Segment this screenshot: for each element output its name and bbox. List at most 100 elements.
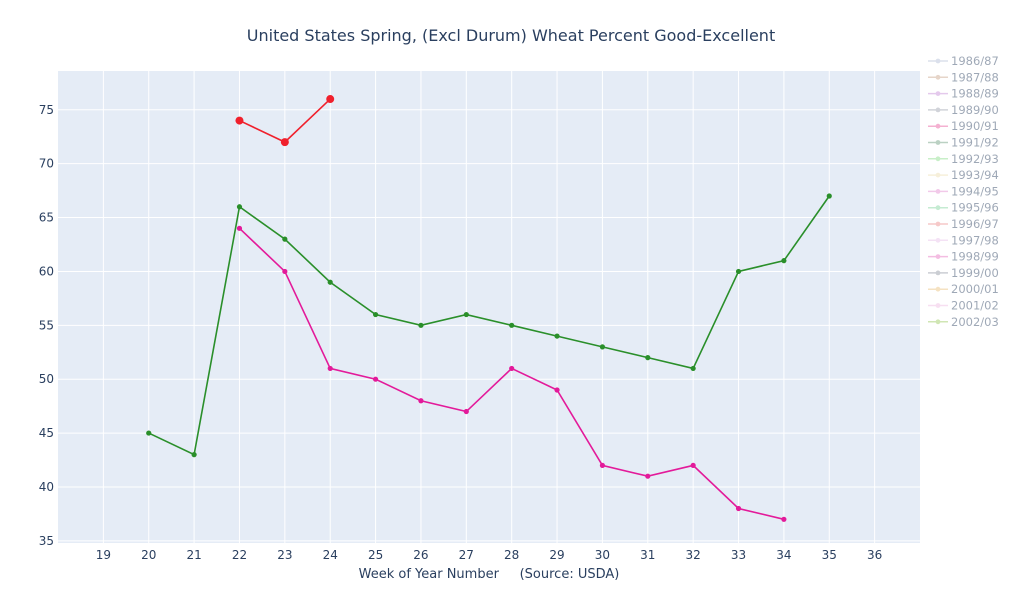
legend-swatch-marker xyxy=(935,172,941,178)
x-axis-title: Week of Year Number (Source: USDA) xyxy=(359,567,620,582)
legend-item[interactable]: 1998/99 xyxy=(928,250,999,264)
legend-item[interactable]: 1999/00 xyxy=(928,266,999,280)
legend-item[interactable]: 1996/97 xyxy=(928,217,999,231)
legend-label: 1989/90 xyxy=(951,103,999,117)
legend-label: 1988/89 xyxy=(951,87,999,101)
legend-swatch-marker xyxy=(935,74,941,80)
data-point xyxy=(463,311,469,318)
legend-item[interactable]: 2000/01 xyxy=(928,282,999,296)
legend-swatch-marker xyxy=(935,303,941,308)
data-point xyxy=(236,204,243,210)
y-tick-label: 45 xyxy=(39,426,54,440)
data-point xyxy=(327,279,333,285)
data-point xyxy=(554,333,560,339)
legend-label: 2001/02 xyxy=(951,299,999,313)
legend-item[interactable]: 1990/91 xyxy=(928,119,999,133)
data-point xyxy=(690,365,696,372)
legend-label: 1993/94 xyxy=(951,168,999,182)
x-tick-label: 21 xyxy=(186,548,201,562)
data-point xyxy=(599,344,606,350)
data-point xyxy=(327,365,333,372)
legend-swatch-marker xyxy=(935,319,941,325)
x-tick-label: 32 xyxy=(686,548,701,562)
legend-swatch-marker xyxy=(935,286,941,292)
data-point xyxy=(326,95,335,104)
data-point xyxy=(554,387,560,393)
y-tick-label: 60 xyxy=(39,264,54,278)
data-point xyxy=(372,311,379,318)
series-19 xyxy=(235,95,335,147)
series-line xyxy=(148,195,830,456)
data-point xyxy=(781,258,787,264)
legend-swatch-marker xyxy=(935,140,941,145)
x-tick-label: 20 xyxy=(141,548,156,562)
legend-item[interactable]: 1992/93 xyxy=(928,152,999,166)
legend-swatch-marker xyxy=(935,254,941,259)
legend-item[interactable]: 2001/02 xyxy=(928,299,999,313)
legend-item[interactable]: 1995/96 xyxy=(928,201,999,215)
legend-swatch-marker xyxy=(935,58,941,64)
legend-label: 1997/98 xyxy=(951,233,999,247)
x-tick-label: 22 xyxy=(232,548,247,562)
x-tick-label: 30 xyxy=(595,548,610,562)
x-tick-label: 26 xyxy=(413,548,428,562)
legend-item[interactable]: 1994/95 xyxy=(928,184,999,198)
x-tick-label: 36 xyxy=(867,548,882,562)
legend-item[interactable]: 1991/92 xyxy=(928,136,999,150)
y-tick-label: 40 xyxy=(39,480,54,494)
data-point xyxy=(282,236,288,242)
legend-swatch-marker xyxy=(935,107,941,113)
x-tick-label: 29 xyxy=(549,548,564,562)
y-axis-ticks: 35 40 45 50 55 60 65 70 75 xyxy=(39,103,54,548)
y-tick-label: 65 xyxy=(39,211,54,225)
legend-item[interactable]: 1988/89 xyxy=(928,87,999,101)
legend[interactable]: 1986/87 1987/88 1988/89 1989/90 1990/91 1991/… xyxy=(928,54,999,329)
data-point xyxy=(463,408,469,415)
legend-label: 1992/93 xyxy=(951,152,999,166)
series-17 xyxy=(236,225,787,522)
x-axis-ticks: 19 20 21 22 23 24 25 26 27 28 29 30 31 32 33 34 35 36 xyxy=(96,548,883,562)
legend-label: 1996/97 xyxy=(951,217,999,231)
data-point xyxy=(599,462,606,469)
legend-swatch-marker xyxy=(935,270,941,276)
x-tick-label: 24 xyxy=(323,548,338,562)
legend-swatch-marker xyxy=(935,221,941,227)
legend-item[interactable]: 2002/03 xyxy=(928,315,999,329)
legend-swatch-marker xyxy=(935,189,941,194)
data-point xyxy=(645,473,651,479)
legend-swatch-marker xyxy=(935,156,941,162)
data-point xyxy=(826,193,832,199)
legend-item[interactable]: 1997/98 xyxy=(928,233,999,247)
legend-label: 2000/01 xyxy=(951,282,999,296)
y-tick-label: 70 xyxy=(39,157,54,171)
data-point xyxy=(146,430,152,436)
data-point xyxy=(509,322,515,328)
data-point xyxy=(235,116,244,125)
legend-item[interactable]: 1989/90 xyxy=(928,103,999,117)
data-point xyxy=(645,355,651,361)
legend-label: 1987/88 xyxy=(951,70,999,84)
data-point xyxy=(418,398,424,404)
data-point xyxy=(735,268,742,275)
legend-swatch-marker xyxy=(935,237,941,243)
y-tick-label: 50 xyxy=(39,372,54,386)
data-point xyxy=(690,462,696,469)
x-tick-label: 35 xyxy=(822,548,837,562)
legend-label: 1994/95 xyxy=(951,184,999,198)
legend-label: 1986/87 xyxy=(951,54,999,68)
legend-item[interactable]: 1993/94 xyxy=(928,168,999,182)
series-18 xyxy=(146,193,832,458)
data-point xyxy=(781,516,787,522)
legend-swatch-marker xyxy=(935,123,941,129)
y-tick-label: 35 xyxy=(39,534,54,548)
y-tick-label: 75 xyxy=(39,103,54,117)
x-tick-label: 19 xyxy=(96,548,111,562)
x-tick-label: 33 xyxy=(731,548,746,562)
series-layer xyxy=(146,95,832,522)
plot-area xyxy=(58,71,920,543)
legend-label: 1990/91 xyxy=(951,119,999,133)
legend-item[interactable]: 1987/88 xyxy=(928,70,999,84)
legend-item[interactable]: 1986/87 xyxy=(928,54,999,68)
legend-label: 1999/00 xyxy=(951,266,999,280)
